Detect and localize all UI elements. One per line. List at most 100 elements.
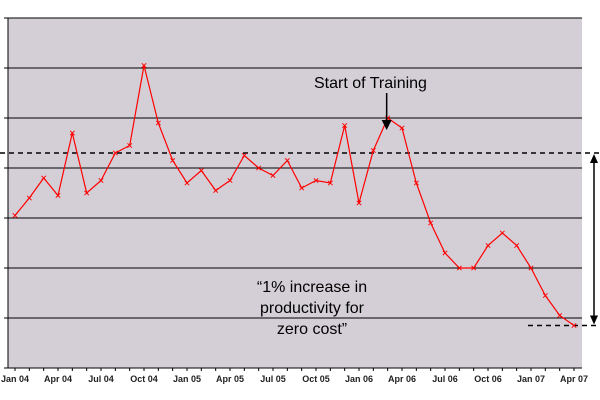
increase-label-line-3: zero cost”	[277, 321, 347, 338]
data-point	[155, 120, 161, 126]
data-point-stroke	[127, 142, 133, 149]
x-tick-label: Apr 07	[560, 374, 588, 384]
data-point-stroke	[327, 180, 333, 186]
data-point-stroke	[155, 120, 161, 126]
data-point	[141, 62, 147, 69]
data-point	[413, 180, 419, 186]
axes	[4, 17, 582, 369]
data-point	[571, 322, 577, 329]
data-point	[84, 190, 90, 196]
data-point-stroke	[98, 177, 104, 184]
data-point-stroke	[270, 172, 276, 179]
data-point	[112, 150, 118, 156]
data-point	[542, 292, 548, 299]
data-point	[499, 230, 505, 236]
x-tick-label: Apr 06	[388, 374, 416, 384]
data-point	[399, 125, 405, 131]
data-point	[442, 250, 448, 256]
data-point	[198, 167, 204, 174]
x-tick-label: Apr 04	[44, 374, 72, 384]
data-point-stroke	[55, 192, 61, 199]
x-tick-label: Oct 04	[130, 374, 158, 384]
data-point-stroke	[313, 177, 319, 184]
data-point	[313, 177, 319, 184]
data-point-stroke	[571, 322, 577, 329]
series-line	[14, 65, 575, 326]
series-markers	[12, 62, 577, 329]
data-point-stroke	[241, 152, 247, 159]
data-point	[557, 312, 563, 319]
plot-area	[8, 18, 582, 368]
data-point-stroke	[227, 177, 233, 184]
data-point	[227, 177, 233, 184]
x-axis-ticks	[14, 368, 575, 371]
data-point	[327, 180, 333, 186]
data-point	[370, 147, 376, 154]
data-point	[299, 185, 305, 191]
data-point	[428, 220, 434, 226]
data-point	[270, 172, 276, 179]
data-point-stroke	[557, 312, 563, 319]
data-point-stroke	[471, 265, 477, 271]
data-point	[55, 192, 61, 199]
data-point	[342, 122, 348, 129]
difference-arrowhead-bottom	[590, 315, 598, 325]
increase-label-line-2: productivity for	[260, 300, 365, 317]
data-point-stroke	[485, 242, 491, 249]
data-point	[528, 265, 534, 271]
data-point-stroke	[399, 125, 405, 131]
data-point-stroke	[26, 195, 32, 201]
x-tick-label: Jan 05	[173, 374, 201, 384]
data-point	[12, 212, 18, 219]
data-point-stroke	[442, 250, 448, 256]
x-tick-label: Jul 06	[432, 374, 458, 384]
data-point	[26, 195, 32, 201]
x-tick-label: Oct 06	[474, 374, 502, 384]
data-point-stroke	[112, 150, 118, 156]
data-point	[256, 165, 262, 171]
data-point	[356, 200, 362, 206]
data-point-stroke	[198, 167, 204, 174]
data-point-stroke	[413, 180, 419, 186]
x-tick-label: Jul 04	[88, 374, 114, 384]
start-of-training-arrowhead	[381, 120, 392, 130]
data-point-stroke	[41, 175, 47, 181]
data-point	[98, 177, 104, 184]
data-point-stroke	[499, 230, 505, 236]
x-tick-label: Apr 05	[216, 374, 244, 384]
data-point-stroke	[256, 165, 262, 171]
data-point-stroke	[299, 185, 305, 191]
data-point-stroke	[356, 200, 362, 206]
x-axis-tick-labels: Jan 04 Apr 04 Jul 04 Oct 04 Jan 05 Apr 05 Jul …	[1, 374, 588, 384]
x-tick-label: Jan 06	[345, 374, 373, 384]
data-point-stroke	[184, 180, 190, 186]
data-point-stroke	[284, 157, 290, 164]
x-tick-label: Oct 05	[302, 374, 330, 384]
gridlines	[8, 17, 582, 319]
data-point-stroke	[528, 265, 534, 271]
data-point	[127, 142, 133, 149]
reference-lines	[0, 152, 600, 327]
x-tick-label: Jul 05	[260, 374, 286, 384]
data-point	[456, 265, 462, 271]
x-tick-label: Jan 07	[517, 374, 545, 384]
difference-arrowhead-top	[590, 154, 598, 163]
data-point	[184, 180, 190, 186]
data-point-stroke	[170, 157, 176, 164]
data-point	[514, 242, 520, 249]
x-tick-label: Jan 04	[1, 374, 29, 384]
data-point	[213, 187, 219, 194]
data-point-stroke	[12, 212, 18, 219]
data-point	[170, 157, 176, 164]
data-point-stroke	[428, 220, 434, 226]
data-point	[241, 152, 247, 159]
data-point	[69, 130, 75, 136]
data-point	[471, 265, 477, 271]
data-point-stroke	[342, 122, 348, 129]
data-point	[284, 157, 290, 164]
data-point-stroke	[542, 292, 548, 299]
data-point-stroke	[370, 147, 376, 154]
data-point-stroke	[456, 265, 462, 271]
data-point-stroke	[141, 62, 147, 69]
